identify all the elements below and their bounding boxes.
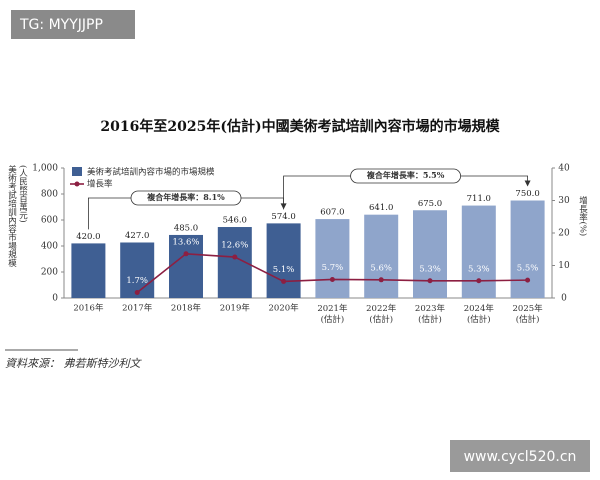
y2-tick-label: 20 [558, 229, 570, 239]
y2-tick-label: 40 [558, 164, 570, 174]
bar-value-label: 607.0 [320, 208, 344, 218]
annotation-box [130, 190, 242, 206]
annotation-box [350, 168, 462, 184]
bar [510, 200, 545, 298]
watermark: www.cycl520.cn [464, 449, 577, 465]
y-tick-label: 1,000 [32, 164, 58, 174]
x-tick-label: 2018年 [171, 303, 202, 314]
bar-value-label: 750.0 [515, 189, 539, 199]
annotation: 複合年增長率：8.1% [146, 192, 225, 202]
line-point [281, 278, 287, 284]
source: 資料來源： 弗若斯特沙利文 [5, 357, 142, 370]
bar-value-label: 427.0 [125, 231, 149, 241]
bar-value-label: 420.0 [76, 232, 100, 242]
watermark-box [11, 10, 135, 39]
watermark-box [450, 440, 590, 472]
line-point [232, 254, 238, 260]
bar-value-label: 641.0 [369, 203, 393, 213]
line-value-label: 13.6% [172, 237, 199, 247]
line-point [476, 278, 482, 284]
line-value-label: 5.6% [370, 263, 392, 273]
bar-value-label: 574.0 [271, 212, 295, 222]
y-tick-label: 0 [52, 294, 58, 304]
y2-tick-label: 30 [558, 196, 570, 206]
y-axis-label: 美術考試培訓內容市場規模 [7, 164, 17, 267]
bar [461, 205, 496, 298]
bar [413, 210, 447, 298]
line-point [183, 251, 189, 257]
x-tick-label: 2023年(估計) [415, 303, 446, 325]
y-tick-label: 800 [41, 190, 58, 200]
watermark: TG: MYYJJPP [19, 17, 103, 33]
line-point [525, 277, 531, 283]
annotation: 複合年增長率：5.5% [366, 170, 445, 180]
bar-value-label: 711.0 [467, 194, 491, 204]
y2-tick-label: 10 [558, 261, 570, 271]
x-tick-label: 2025年(估計) [513, 303, 544, 325]
y-tick-label: 600 [41, 216, 58, 226]
bar [266, 223, 301, 298]
bar [315, 219, 350, 298]
x-tick-label: 2022年(估計) [366, 303, 397, 325]
bar [364, 214, 399, 298]
line-value-label: 5.3% [468, 264, 490, 274]
legend-label: 增長率 [87, 179, 113, 190]
line-value-label: 5.1% [273, 265, 295, 275]
x-tick-label: 2017年 [122, 303, 153, 314]
legend-swatch [72, 167, 82, 176]
annotation-arrow [524, 180, 531, 187]
y-axis-label: (人民幣百萬元) [18, 165, 29, 223]
x-tick-label: 2024年(估計) [464, 303, 495, 325]
legend-label: 美術考試培訓內容市場的市場規模 [87, 167, 215, 178]
bar-value-label: 485.0 [174, 223, 198, 233]
line-value-label: 1.7% [126, 276, 148, 286]
bar [120, 242, 155, 298]
legend-swatch [74, 181, 80, 187]
x-tick-label: 2020年 [269, 303, 300, 314]
line-value-label: 5.5% [517, 264, 539, 274]
x-tick-label: 2019年 [220, 303, 251, 314]
line-point [329, 276, 335, 282]
line-point [427, 278, 433, 284]
line-value-label: 5.7% [322, 263, 344, 273]
line-point [134, 289, 140, 295]
chart-title: 2016年至2025年(估計)中國美術考試培訓內容市場的市場規模 [100, 118, 500, 135]
bar-value-label: 546.0 [223, 216, 247, 226]
y-tick-label: 200 [41, 268, 58, 278]
x-tick-label: 2016年 [73, 303, 104, 314]
bar [169, 234, 203, 298]
line-value-label: 5.3% [419, 264, 441, 274]
y2-axis-label: 增長率(%) [578, 195, 589, 236]
bar [71, 243, 106, 298]
y-tick-label: 400 [41, 242, 58, 252]
line-point [378, 277, 384, 283]
bar-value-label: 675.0 [418, 199, 442, 209]
x-tick-label: 2021年(估計) [317, 303, 348, 325]
y2-tick-label: 0 [561, 294, 567, 304]
line-value-label: 12.6% [221, 241, 248, 251]
